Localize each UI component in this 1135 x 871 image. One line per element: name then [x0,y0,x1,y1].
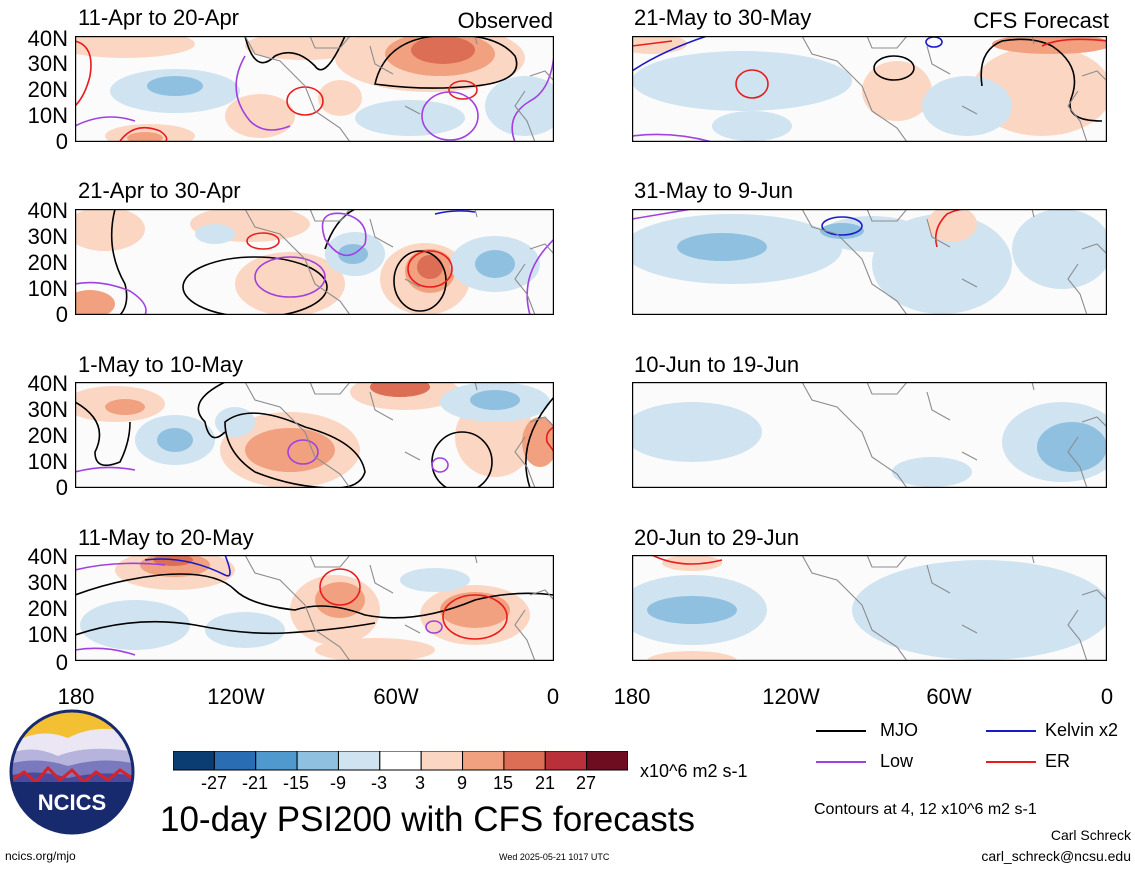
colorbar-tick: -21 [241,773,269,793]
legend-label-er: ER [1045,751,1071,771]
colorbar-cell [213,750,257,771]
lat-label: 20N [27,77,68,102]
lat-label: 0 [55,650,68,675]
panel-title-obs-1: 11-Apr to 20-Apr [78,5,240,30]
legend-line-low [816,761,866,763]
panel-title-obs-2: 21-Apr to 30-Apr [78,178,241,203]
colorbar-tick: 27 [575,773,597,793]
colorbar-cell [462,750,505,771]
logo-text: NCICS [38,790,106,815]
map-panel-obs-3 [75,382,554,488]
lat-label: 10N [27,276,68,301]
figure-title: 10-day PSI200 with CFS forecasts [160,800,695,839]
lon-label-obs: 120W [207,684,265,709]
colorbar-tick: 21 [534,773,556,793]
colorbar-cell [379,750,422,771]
colorbar-tick: 15 [492,773,514,793]
lat-label: 40N [27,198,68,223]
lat-label: 30N [27,570,68,595]
forecast-label: CFS Forecast [973,8,1109,33]
lat-label: 30N [27,224,68,249]
legend-line-mjo [816,730,866,732]
lat-label: 0 [55,129,68,154]
panel-title-fcst-3: 10-Jun to 19-Jun [634,352,800,377]
lat-label: 40N [27,371,68,396]
legend-line-er [986,761,1036,763]
map-panel-fcst-1 [632,36,1107,142]
colorbar-tick: 9 [456,773,468,793]
lon-label-fcst: 0 [1100,684,1114,709]
lat-label: 0 [55,302,68,327]
contours-note: Contours at 4, 12 x10^6 m2 s-1 [814,801,1037,818]
lat-label: 30N [27,397,68,422]
panel-title-obs-4: 11-May to 20-May [78,525,254,550]
map-panel-obs-1 [75,36,554,142]
colorbar-cell [255,750,298,771]
legend-label-low: Low [880,751,914,771]
legend-label-mjo: MJO [880,720,918,740]
colorbar-cell [586,750,629,771]
map-panel-fcst-3 [632,382,1107,488]
panel-title-fcst-2: 31-May to 9-Jun [634,178,793,203]
lat-label: 40N [27,544,68,569]
colorbar-cell [544,750,588,771]
lat-label: 20N [27,250,68,275]
colorbar-cell [420,750,464,771]
lon-label-obs: 180 [57,684,95,709]
panel-title-fcst-1: 21-May to 30-May [634,5,812,30]
colorbar-tick: -27 [200,773,228,793]
website-link[interactable]: ncics.org/mjo [5,849,76,863]
lat-label: 0 [55,475,68,500]
colorbar-cell [172,750,215,771]
legend-line-kelvin [986,730,1036,732]
colorbar-cell [503,750,546,771]
lat-label: 30N [27,51,68,76]
map-panel-fcst-2 [632,209,1107,315]
lon-label-fcst: 120W [762,684,820,709]
timestamp: Wed 2025-05-21 1017 UTC [499,852,610,862]
lat-label: 10N [27,103,68,128]
map-panel-obs-2 [75,209,554,315]
colorbar-tick: -15 [282,773,310,793]
author-name: Carl Schreck [1050,827,1131,843]
colorbar-tick: -3 [370,773,388,793]
lat-label: 40N [27,26,68,51]
ncics-logo: NCICS [8,708,136,841]
lat-label: 20N [27,423,68,448]
colorbar [172,750,629,776]
map-panel-obs-4 [75,555,554,661]
lat-label: 10N [27,449,68,474]
panel-title-obs-3: 1-May to 10-May [78,352,244,377]
colorbar-cell [337,750,381,771]
panel-title-fcst-4: 20-Jun to 29-Jun [634,525,800,550]
lat-label: 10N [27,622,68,647]
lon-label-obs: 60W [373,684,419,709]
colorbar-tick: -9 [329,773,347,793]
map-panel-fcst-4 [632,555,1107,661]
legend-label-kelvin: Kelvin x2 [1045,720,1119,740]
author-email: carl_schreck@ncsu.edu [981,848,1131,864]
colorbar-tick: 3 [414,773,426,793]
lon-label-fcst: 60W [926,684,972,709]
lon-label-fcst: 180 [613,684,651,709]
colorbar-cell [296,750,339,771]
lon-label-obs: 0 [546,684,560,709]
colorbar-units: x10^6 m2 s-1 [640,761,748,781]
observed-label: Observed [457,8,553,33]
lat-label: 20N [27,596,68,621]
